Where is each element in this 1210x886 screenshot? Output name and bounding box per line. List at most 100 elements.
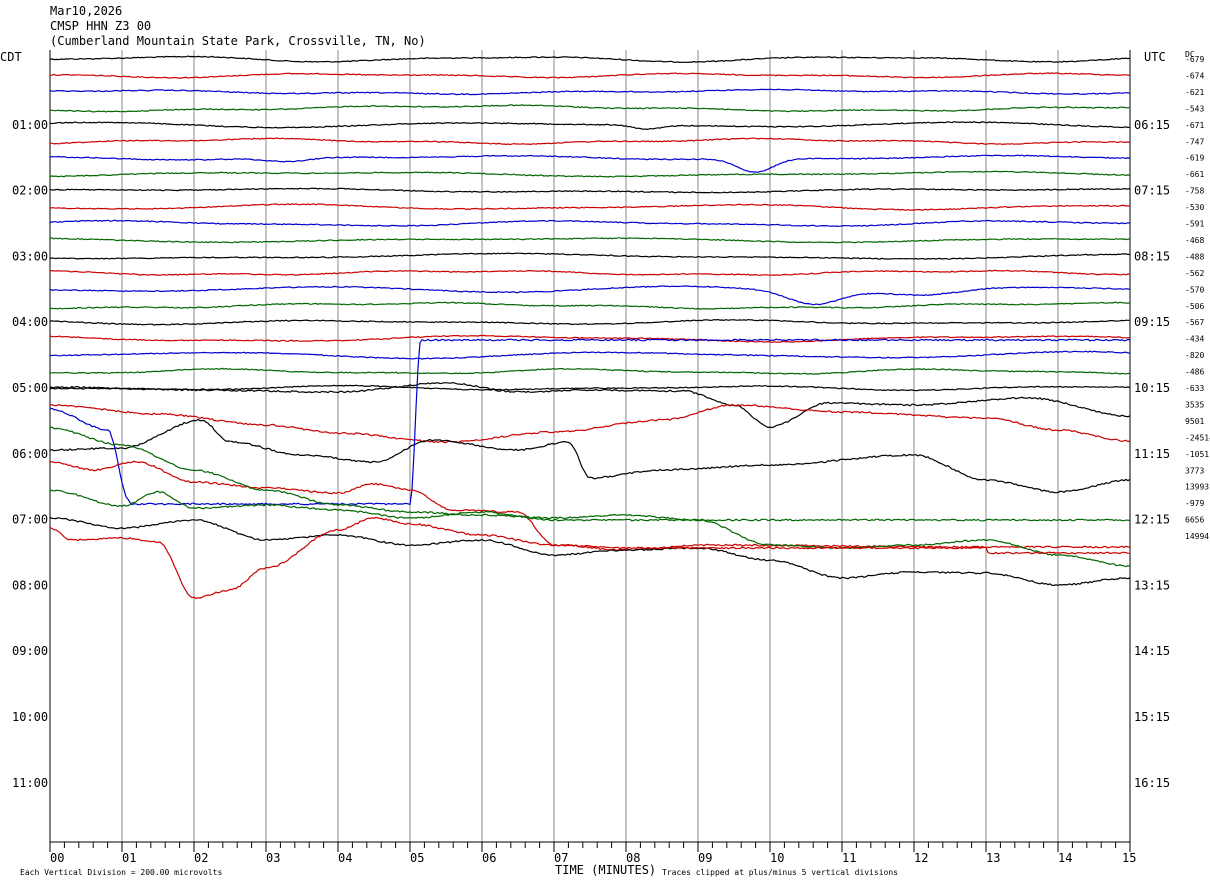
utc-hour-label: 16:15 [1134, 776, 1170, 790]
x-tick-label: 01 [122, 851, 136, 865]
seismic-trace [49, 88, 1131, 96]
cdt-hour-label: 02:00 [12, 184, 48, 198]
seismic-trace [49, 121, 1131, 131]
minute-gridlines [49, 50, 1131, 843]
cdt-hour-label: 09:00 [12, 644, 48, 658]
seismic-trace [49, 460, 1130, 552]
utc-hour-label: 08:15 [1134, 249, 1170, 263]
seismic-trace [49, 318, 1130, 326]
dc-offset-label: -543 [1185, 104, 1204, 113]
dc-offset-label: 13993 [1185, 483, 1209, 492]
dc-offset-label: -661 [1185, 170, 1204, 179]
dc-offset-label: -820 [1185, 351, 1204, 360]
cdt-hour-label: 07:00 [12, 513, 48, 527]
dc-offset-label: 3535 [1185, 400, 1204, 409]
seismic-trace [49, 237, 1131, 244]
dc-offset-label: -434 [1185, 335, 1204, 344]
x-tick-label: 07 [554, 851, 568, 865]
dc-offset-label: -567 [1185, 318, 1204, 327]
dc-offset-labels: -679 -674 -621 -543 -671 -747 -619 -661 -758 -530… [1185, 55, 1210, 541]
dc-offset-label: -488 [1185, 252, 1204, 261]
seismic-trace [49, 252, 1131, 260]
seismic-trace [50, 137, 1131, 146]
seismic-trace [49, 418, 1131, 494]
x-tick-label: 09 [698, 851, 712, 865]
x-tick-label: 06 [482, 851, 496, 865]
dc-offset-label: -570 [1185, 285, 1204, 294]
seismic-trace [49, 384, 1131, 392]
dc-offset-label: -486 [1185, 368, 1204, 377]
dc-offset-label: -758 [1185, 187, 1204, 196]
cdt-hour-label: 10:00 [12, 710, 48, 724]
utc-hour-label: 15:15 [1134, 710, 1170, 724]
header-station: CMSP HHN Z3 00 [50, 19, 152, 33]
cdt-hour-labels: 01:00 02:00 03:00 04:00 05:00 06:00 07:00 08:00… [12, 118, 48, 790]
seismic-trace [49, 104, 1131, 113]
seismic-trace [49, 187, 1131, 194]
dc-offset-label: 9501 [1185, 417, 1204, 426]
x-axis-title: TIME (MINUTES) [555, 863, 656, 877]
utc-hour-label: 07:15 [1134, 184, 1170, 198]
seismic-trace [49, 269, 1131, 276]
x-tick-label: 10 [770, 851, 784, 865]
utc-hour-label: 14:15 [1134, 644, 1170, 658]
x-tick-label: 02 [194, 851, 208, 865]
clip-note: Traces clipped at plus/minus 5 vertical … [662, 868, 898, 877]
dc-offset-label: 3773 [1185, 466, 1204, 475]
seismic-trace [49, 72, 1131, 79]
scale-note: Each Vertical Division = 200.00 microvol… [20, 868, 222, 877]
dc-offset-label: -562 [1185, 269, 1204, 278]
utc-hour-label: 13:15 [1134, 578, 1170, 592]
x-tick-label: 11 [842, 851, 856, 865]
x-axis-ticks: 00 01 02 03 04 05 06 07 08 09 10 11 12 13 14 15 [49, 842, 1136, 865]
seismic-trace [49, 489, 1131, 522]
seismic-traces [49, 55, 1131, 600]
dc-offset-label: -506 [1185, 302, 1204, 311]
x-tick-label: 00 [50, 851, 64, 865]
utc-hour-label: 09:15 [1134, 315, 1170, 329]
cdt-hour-label: 08:00 [12, 578, 48, 592]
dc-offset-label: -633 [1185, 384, 1204, 393]
header-date: Mar10,2026 [50, 4, 123, 18]
x-tick-label: 15 [1122, 851, 1136, 865]
seismic-trace [49, 154, 1131, 173]
x-tick-label: 03 [266, 851, 280, 865]
seismic-trace [49, 516, 1131, 587]
seismic-trace [49, 203, 1131, 211]
header-location: (Cumberland Mountain State Park, Crossvi… [50, 34, 426, 48]
seismic-trace [49, 301, 1131, 310]
seismic-trace [49, 55, 1131, 64]
dc-offset-label: -671 [1185, 121, 1204, 130]
utc-hour-label: 11:15 [1134, 447, 1170, 461]
seismic-trace [49, 367, 1131, 375]
x-tick-label: 12 [914, 851, 928, 865]
dc-offset-label: -530 [1185, 203, 1204, 212]
cdt-hour-label: 03:00 [12, 249, 48, 263]
dc-offset-label: -679 [1185, 55, 1204, 64]
utc-hour-label: 06:15 [1134, 118, 1170, 132]
x-tick-label: 13 [986, 851, 1000, 865]
utc-hour-label: 10:15 [1134, 381, 1170, 395]
dc-offset-label: -747 [1185, 137, 1204, 146]
dc-offset-label: 14994 [1185, 532, 1209, 541]
dc-offset-label: -674 [1185, 71, 1204, 80]
utc-timezone-label: UTC [1144, 50, 1166, 64]
seismic-trace [49, 334, 1131, 343]
seismic-trace [49, 403, 1131, 444]
dc-offset-label: -591 [1185, 220, 1204, 229]
dc-offset-label: -24514 [1185, 433, 1210, 442]
utc-hour-label: 12:15 [1134, 513, 1170, 527]
dc-offset-label: -1051 [1185, 450, 1209, 459]
cdt-hour-label: 01:00 [12, 118, 48, 132]
seismic-trace [49, 219, 1131, 228]
dc-label: DC [1185, 50, 1195, 59]
seismic-trace [50, 338, 1131, 506]
dc-offset-label: 6656 [1185, 516, 1204, 525]
utc-hour-labels: 06:15 07:15 08:15 09:15 10:15 11:15 12:15 13:15… [1134, 118, 1170, 790]
x-tick-label: 08 [626, 851, 640, 865]
dc-offset-label: -979 [1185, 499, 1204, 508]
dc-offset-label: -468 [1185, 236, 1204, 245]
x-tick-label: 05 [410, 851, 424, 865]
cdt-timezone-label: CDT [0, 50, 22, 64]
